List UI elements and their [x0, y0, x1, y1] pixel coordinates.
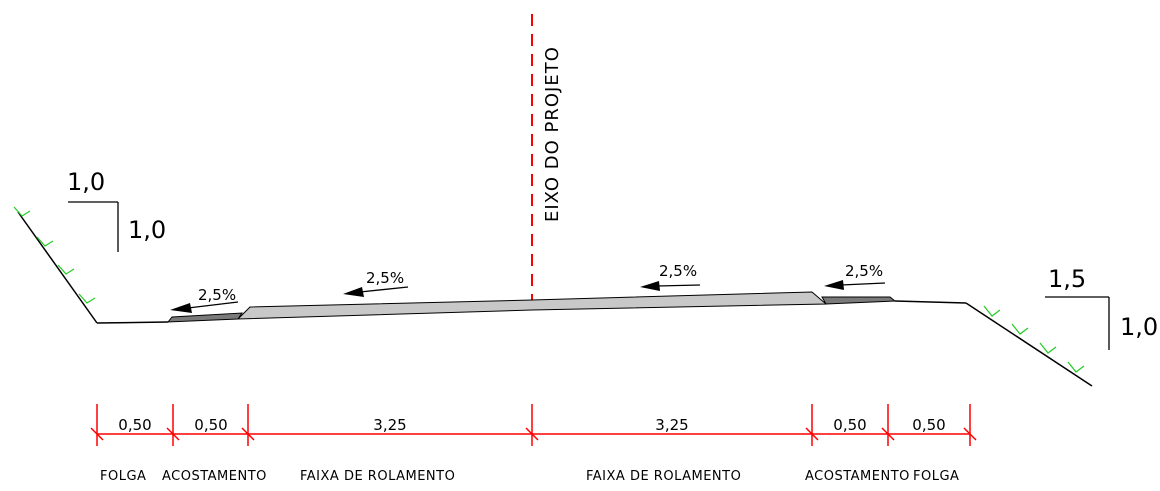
project-axis-label: EIXO DO PROJETO	[542, 46, 563, 222]
zone-label-folga-left: FOLGA	[100, 469, 146, 484]
left-slope-line	[17, 211, 98, 324]
left-ratio-vertical: 1,0	[128, 216, 166, 244]
slope-label-2: 2,5%	[366, 269, 404, 287]
left-folga-line	[96, 321, 169, 324]
left-ratio-horizontal: 1,0	[67, 168, 105, 196]
slope-arrow-2: 2,5%	[343, 269, 409, 297]
pavement	[236, 291, 828, 320]
zone-label-acostamento-right: ACOSTAMENTO	[805, 469, 910, 484]
right-ratio-horizontal: 1,5	[1048, 265, 1086, 293]
zone-label-acostamento-left: ACOSTAMENTO	[162, 469, 267, 484]
zone-label-faixa-left: FAIXA DE ROLAMENTO	[300, 469, 455, 484]
dimension-label-6: 0,50	[912, 416, 945, 434]
dimension-label-2: 0,50	[194, 416, 227, 434]
left-shoulder	[166, 312, 243, 323]
right-grass-marks	[983, 305, 1085, 373]
left-slope-ratio: 1,0 1,0	[67, 168, 166, 252]
slope-arrow-1: 2,5%	[170, 286, 239, 313]
right-ratio-vertical: 1,0	[1120, 313, 1158, 341]
dimension-label-3: 3,25	[373, 416, 406, 434]
dimension-label-4: 3,25	[655, 416, 688, 434]
slope-label-1: 2,5%	[198, 286, 236, 304]
slope-arrow-4: 2,5%	[824, 262, 886, 290]
zone-label-folga-right: FOLGA	[913, 469, 959, 484]
dimension-label-5: 0,50	[833, 416, 866, 434]
dimension-line	[90, 404, 977, 446]
dimension-label-1: 0,50	[118, 416, 151, 434]
right-folga-line	[894, 300, 967, 304]
left-grass-marks	[13, 206, 96, 304]
slope-label-3: 2,5%	[659, 262, 697, 280]
right-slope-ratio: 1,5 1,0	[1045, 265, 1158, 350]
right-shoulder	[821, 296, 897, 305]
right-slope-line	[965, 302, 1093, 387]
slope-label-4: 2,5%	[845, 262, 883, 280]
zone-label-faixa-right: FAIXA DE ROLAMENTO	[586, 469, 741, 484]
slope-arrow-3: 2,5%	[640, 262, 701, 291]
